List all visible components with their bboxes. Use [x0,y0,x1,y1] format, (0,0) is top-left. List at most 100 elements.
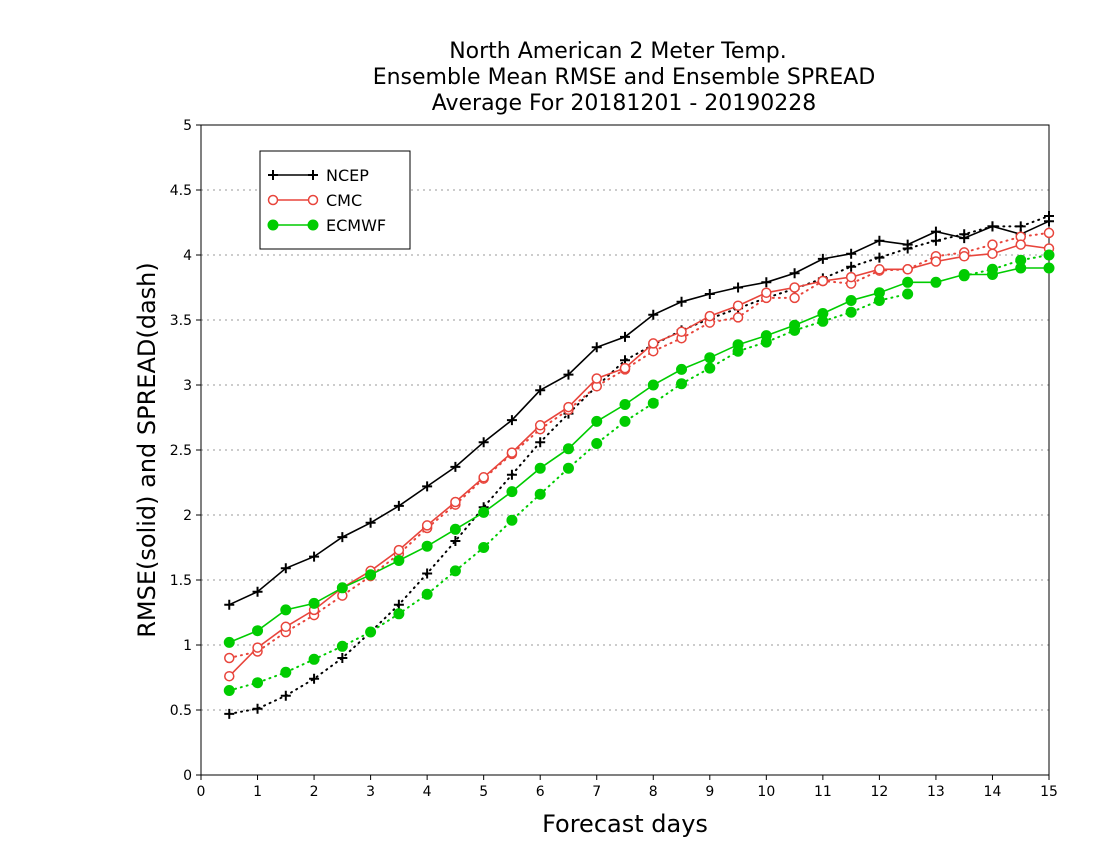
ecmwf-spread-point [478,542,490,553]
y-tick-label: 3 [183,378,192,394]
cmc-rmse-point [421,520,433,531]
cmc-rmse-point [591,373,602,384]
ncep-rmse-point [704,289,715,299]
ncep-rmse-point [789,268,800,279]
legend: NCEP CMC ECMWF [259,150,411,250]
ncep-spread-point [393,599,404,610]
x-tick-label: 1 [253,784,262,800]
ncep-rmse-line [228,220,1050,606]
ecmwf-rmse-point [223,636,235,648]
cmc-rmse-point [676,326,687,337]
ecmwf-rmse-point [902,276,914,288]
cmc-rmse-point [817,275,829,287]
ecmwf-spread-point [449,565,461,577]
cmc-rmse-point [506,447,518,458]
ecmwf-spread-point [647,397,659,409]
cmc-rmse-point [704,310,716,322]
cmc-rmse-point [1015,239,1026,250]
ecmwf-rmse-point [873,287,885,299]
ncep-spread-point [224,708,235,719]
x-tick-label: 7 [592,784,601,800]
ecmwf-rmse-point [704,352,716,364]
cmc-spread-line [228,231,1050,659]
ecmwf-rmse-point [732,339,744,351]
ncep-spread-point [309,673,320,684]
legend-marker-ncep [268,170,278,180]
ecmwf-spread-point [506,514,518,526]
ecmwf-spread-point [562,462,574,474]
chart-title: North American 2 Meter Temp. Ensemble Me… [373,39,876,116]
y-tick-label: 2.5 [170,443,192,459]
y-tick-label: 0 [183,768,192,784]
ncep-spread-point [337,653,348,663]
ncep-rmse-point [591,342,602,353]
y-tick-label: 1.5 [170,573,192,589]
ecmwf-rmse-point [930,276,942,288]
legend-label-ncep: NCEP [326,166,369,185]
ncep-spread-point [506,469,517,480]
ncep-rmse-point [648,309,659,320]
ncep-rmse-point [1044,216,1054,227]
ecmwf-spread-point [252,677,264,689]
ncep-rmse-point [733,282,744,293]
legend-item-ncep: NCEP [268,166,369,185]
ecmwf-spread-line [228,293,909,692]
ncep-rmse-point [959,233,970,244]
ncep-rmse-point [506,415,517,426]
ecmwf-spread-line [963,254,1050,277]
cmc-rmse-point [450,496,461,508]
ecmwf-spread-point [365,626,377,638]
ecmwf-spread-point [676,378,688,390]
x-tick-label: 9 [705,784,714,800]
y-tick-label: 1 [183,638,192,654]
cmc-spread-point [732,312,744,323]
cmc-rmse-point [930,256,942,267]
ecmwf-spread-point [534,488,546,500]
cmc-spread-point [224,652,235,664]
ecmwf-rmse-point [336,582,348,594]
ncep-rmse-point [450,461,461,472]
ncep-rmse-point [846,248,857,259]
x-tick-label: 3 [366,784,375,800]
cmc-rmse-line [228,243,1050,677]
series-ncep [224,211,1054,719]
x-axis-label: Forecast days [542,810,708,838]
ecmwf-spread-point [591,438,603,449]
ecmwf-rmse-point [760,330,772,342]
cmc-rmse-point [958,251,970,262]
cmc-rmse-point [874,264,885,275]
cmc-rmse-point [648,338,659,349]
legend-item-ecmwf: ECMWF [267,216,386,235]
title-line-1: North American 2 Meter Temp. [449,39,787,64]
title-line-2: Ensemble Mean RMSE and Ensemble SPREAD [373,65,876,90]
ecmwf-spread-point [280,666,292,678]
ecmwf-rmse-point [562,443,574,455]
series-cmc [224,227,1055,682]
ecmwf-rmse-point [591,415,603,427]
ncep-rmse-point [309,551,320,562]
x-tick-label: 4 [423,784,432,800]
y-tick-label: 5 [183,118,192,134]
ecmwf-rmse-point [280,604,292,616]
cmc-rmse-point [478,472,489,483]
ncep-rmse-point [393,500,404,511]
ncep-rmse-point [365,517,376,528]
cmc-rmse-point [789,282,800,293]
ncep-rmse-point [817,253,828,264]
cmc-rmse-point [845,271,857,283]
x-tick-label: 11 [814,784,832,800]
ecmwf-rmse-point [647,379,659,391]
ncep-rmse-point [930,226,941,237]
ecmwf-rmse-line [228,267,1049,644]
ecmwf-rmse-point [986,269,998,280]
axis-ticks: 00.511.522.533.544.550 1 2 3 4 5 6 7 8 9 10 11 12 13 1… [170,118,1058,800]
ncep-rmse-point [620,331,630,342]
ncep-spread-point [450,536,461,546]
legend-label-ecmwf: ECMWF [326,216,386,235]
ncep-rmse-point [478,437,489,448]
ecmwf-rmse-point [421,540,433,552]
cmc-rmse-point [902,264,913,275]
ncep-spread-point [280,690,291,701]
ncep-spread-point [535,437,546,448]
